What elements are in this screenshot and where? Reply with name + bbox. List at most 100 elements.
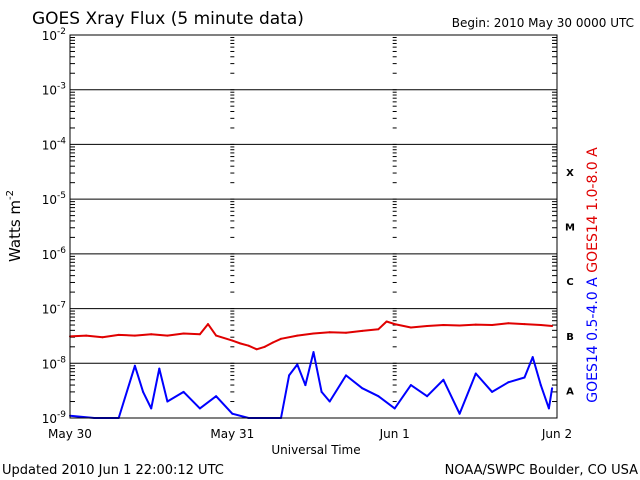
series-point-2 — [507, 381, 510, 384]
series-point-2 — [296, 363, 299, 366]
series-point-1 — [239, 342, 242, 345]
y-tick-label: 10-6 — [42, 246, 67, 262]
y-tick-base: 10 — [42, 248, 57, 262]
series-point-2 — [491, 390, 494, 393]
y-tick-label: 10-5 — [42, 191, 66, 207]
series-point-1 — [507, 322, 510, 325]
flare-class-labels: X M C B A — [565, 168, 575, 398]
x-axis-label: Universal Time — [271, 443, 360, 457]
y-tick-exponent: -9 — [57, 410, 66, 420]
x-tick-label: May 31 — [210, 427, 254, 441]
series-point-1 — [393, 323, 396, 326]
series-point-1 — [207, 323, 209, 326]
series-point-2 — [328, 400, 331, 403]
series-point-2 — [158, 367, 161, 370]
y-tick-exponent: -8 — [57, 355, 66, 365]
svg-text:Watts m-2: Watts m-2 — [5, 190, 24, 262]
x-tick-labels: May 30 May 31 Jun 1 Jun 2 — [48, 427, 572, 441]
series-point-2 — [523, 376, 526, 379]
y-axis-label-text: Watts m — [6, 200, 24, 262]
plot-frame — [69, 34, 558, 419]
series-point-1 — [133, 334, 136, 337]
series-point-1 — [491, 324, 494, 326]
series-point-1 — [117, 333, 120, 336]
svg-text:GOES14 0.5-4.0 A: GOES14 0.5-4.0 A — [585, 277, 601, 403]
begin-label: Begin: 2010 May 30 0000 UTC — [452, 16, 634, 30]
series-point-1 — [255, 348, 258, 351]
footer-source: NOAA/SWPC Boulder, CO USA — [445, 463, 638, 478]
series-point-1 — [385, 320, 388, 323]
y-tick-base: 10 — [42, 84, 57, 98]
series-point-1 — [442, 324, 445, 326]
series-point-2 — [531, 356, 534, 359]
series-point-1 — [458, 324, 461, 327]
series-point-2 — [133, 364, 136, 367]
legend-series-1: GOES14 1.0-8.0 A — [585, 147, 601, 273]
series-point-2 — [474, 372, 477, 375]
y-tick-label: 10-3 — [42, 82, 66, 98]
y-tick-exponent: -3 — [57, 82, 66, 92]
series-point-1 — [247, 344, 250, 347]
series-point-2 — [393, 407, 396, 410]
series-point-1 — [328, 331, 331, 334]
series-point-1 — [280, 337, 282, 340]
flare-class-C: C — [566, 277, 573, 288]
series-point-2 — [426, 395, 429, 398]
series-point-1 — [361, 329, 364, 332]
series-point-1 — [312, 332, 315, 335]
y-tick-base: 10 — [42, 193, 57, 207]
series-point-2 — [304, 384, 307, 387]
footer-updated: Updated 2010 Jun 1 22:00:12 UTC — [2, 463, 224, 478]
series-point-1 — [271, 341, 274, 344]
y-tick-base: 10 — [42, 138, 57, 152]
series-point-2 — [288, 374, 291, 377]
y-tick-exponent: -4 — [57, 136, 66, 146]
legend-series-2: GOES14 0.5-4.0 A — [585, 277, 601, 403]
flare-class-M: M — [565, 223, 575, 234]
y-tick-exponent: -7 — [57, 301, 66, 311]
series-point-1 — [182, 332, 185, 335]
series-point-1 — [551, 325, 554, 327]
x-tick-label: Jun 2 — [541, 427, 572, 441]
flare-class-B: B — [566, 332, 574, 343]
series-point-2 — [142, 390, 145, 393]
y-tick-base: 10 — [42, 357, 57, 371]
y-tick-base: 10 — [42, 303, 57, 317]
series-point-2 — [198, 407, 201, 410]
series-point-1 — [539, 324, 542, 326]
series-point-1 — [198, 333, 201, 336]
y-tick-exponent: -6 — [57, 246, 66, 256]
series-line-2 — [69, 351, 554, 419]
x-tick-label: Jun 1 — [379, 427, 410, 441]
series-point-2 — [539, 384, 542, 387]
series-point-1 — [426, 325, 429, 327]
series-point-1 — [263, 345, 266, 348]
series-point-1 — [377, 328, 380, 331]
series-point-2 — [458, 412, 461, 415]
series-point-1 — [474, 323, 477, 326]
series-point-2 — [361, 387, 364, 390]
y-tick-label: 10-7 — [42, 301, 66, 317]
series-point-2 — [547, 407, 550, 410]
y-tick-label: 10-4 — [42, 136, 67, 152]
series-point-2 — [150, 407, 153, 410]
y-tick-label: 10-9 — [42, 410, 67, 426]
y-tick-label: 10-8 — [42, 355, 67, 371]
y-axis-label-exponent: -2 — [5, 190, 16, 200]
x-tick-label: May 30 — [48, 427, 92, 441]
chart-title: GOES Xray Flux (5 minute data) — [32, 9, 304, 29]
y-axis-label: Watts m-2 — [5, 190, 24, 262]
series-point-2 — [215, 395, 218, 398]
series-point-1 — [296, 334, 299, 337]
series-point-1 — [166, 334, 169, 337]
series-point-1 — [215, 334, 218, 337]
series-point-1 — [523, 323, 526, 326]
series-point-1 — [409, 326, 412, 329]
series-point-2 — [166, 400, 169, 403]
flare-class-A: A — [566, 387, 574, 398]
series-point-2 — [377, 395, 380, 398]
series-point-1 — [85, 334, 88, 337]
series-point-2 — [409, 384, 412, 387]
y-tick-base: 10 — [42, 29, 57, 43]
